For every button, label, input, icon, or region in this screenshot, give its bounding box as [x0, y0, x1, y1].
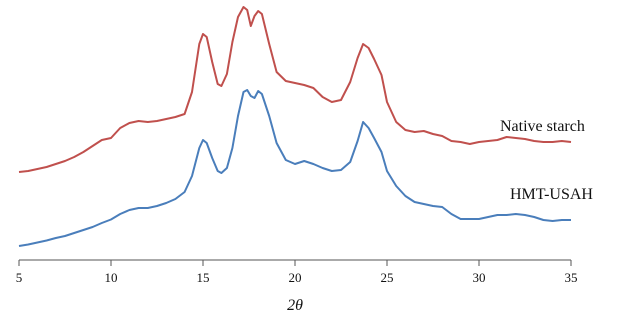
series-label-2: HMT-USAH	[510, 186, 593, 203]
series-label-1: Native starch	[500, 118, 585, 135]
x-tick-label: 20	[289, 270, 302, 285]
x-tick-label: 30	[473, 270, 486, 285]
x-axis-title: 2θ	[287, 297, 303, 314]
x-tick-label: 15	[197, 270, 210, 285]
x-tick-label: 10	[105, 270, 118, 285]
series-layer	[18, 6, 572, 247]
series-line-2	[18, 6, 572, 173]
series-line-1	[18, 89, 571, 247]
series-labels: Native starch HMT-USAH	[500, 118, 593, 203]
x-tick-label: 35	[565, 270, 578, 285]
x-tick-label: 25	[381, 270, 394, 285]
x-axis-ticks: 5 10 15 20 25 30 35	[16, 260, 578, 285]
x-tick-label: 5	[16, 270, 23, 285]
